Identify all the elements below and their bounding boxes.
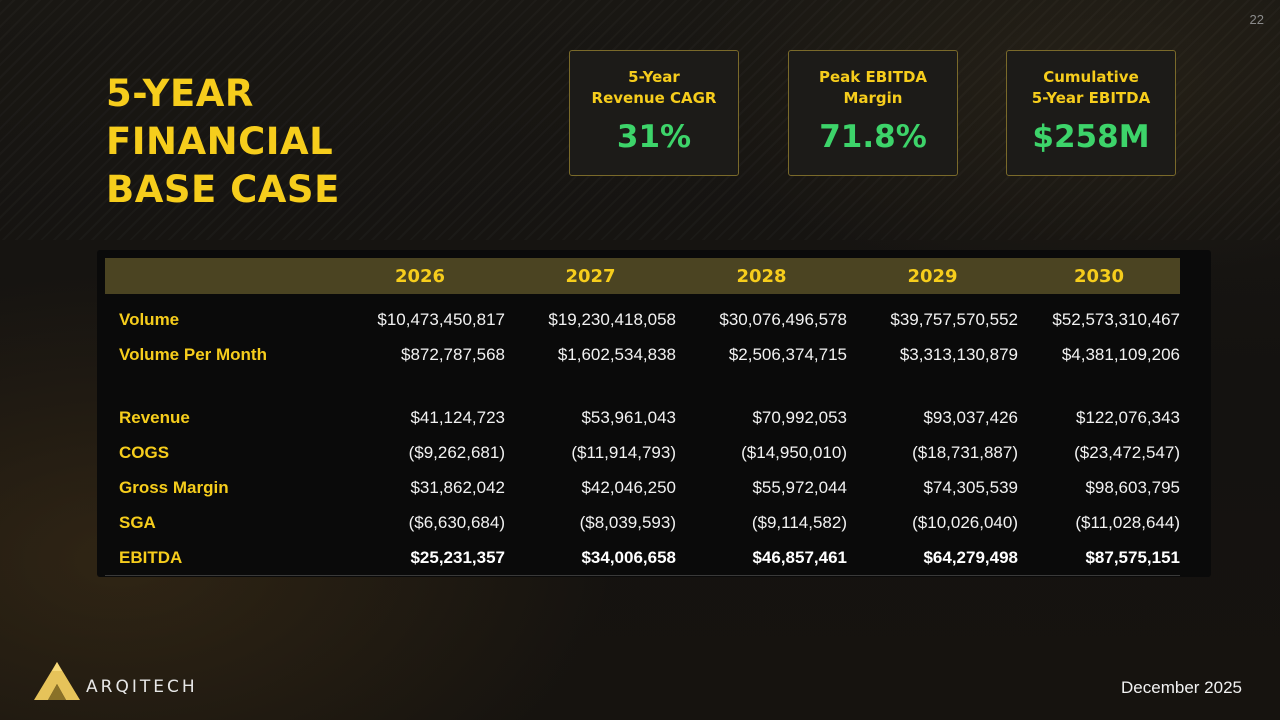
arqitech-triangle-logo-icon (34, 662, 80, 700)
row-label: Gross Margin (119, 477, 229, 497)
kpi-value: $258M (1032, 119, 1150, 155)
table-cell: ($11,914,793) (571, 442, 676, 462)
year-header: 2027 (565, 265, 616, 287)
kpi-label-line: 5-Year (628, 68, 680, 86)
table-cell: $46,857,461 (676, 540, 847, 576)
table-cell: $2,506,374,715 (728, 344, 847, 364)
kpi-label-line: Cumulative (1043, 68, 1139, 86)
table-spacer-row (105, 372, 1180, 400)
table-cell: $25,231,357 (335, 540, 505, 576)
title-line: BASE CASE (106, 168, 340, 211)
table-cell: $93,037,426 (923, 407, 1018, 427)
table-cell: $41,124,723 (410, 407, 505, 427)
table-cell: ($10,026,040) (912, 512, 1018, 532)
table-cell: $70,992,053 (752, 407, 847, 427)
table-cell: $64,279,498 (847, 540, 1018, 576)
year-header: 2030 (1073, 265, 1125, 287)
table-cell: $1,602,534,838 (557, 344, 676, 364)
table-row-gross-margin: Gross Margin $31,862,042 $42,046,250 $55… (105, 470, 1180, 505)
row-label: COGS (119, 442, 170, 462)
kpi-value: 31% (616, 119, 692, 155)
table-cell: $34,006,658 (505, 540, 676, 576)
kpi-label-line: Revenue CAGR (591, 89, 717, 107)
table-cell: $10,473,450,817 (377, 309, 505, 329)
table-cell: ($9,114,582) (751, 512, 847, 532)
table-cell: $98,603,795 (1085, 477, 1180, 497)
table-row-ebitda: EBITDA $25,231,357 $34,006,658 $46,857,4… (105, 540, 1180, 576)
year-header: 2029 (907, 265, 958, 287)
kpi-card-cumulative-ebitda: Cumulative 5-Year EBITDA $258M (1006, 50, 1176, 176)
table-cell: $30,076,496,578 (719, 309, 847, 329)
table-cell: ($23,472,547) (1074, 442, 1180, 462)
table-cell: $122,076,343 (1076, 407, 1180, 427)
title-line: FINANCIAL (106, 120, 334, 163)
page-number: 22 (1249, 12, 1264, 27)
table-cell: $42,046,250 (581, 477, 676, 497)
logo-text: ARQITECH (86, 677, 198, 697)
table-cell: $19,230,418,058 (548, 309, 676, 329)
row-label: Volume (119, 309, 180, 329)
row-label: EBITDA (105, 540, 335, 576)
table-row-revenue: Revenue $41,124,723 $53,961,043 $70,992,… (105, 400, 1180, 435)
row-label: Revenue (119, 407, 190, 427)
table-cell: $39,757,570,552 (890, 309, 1018, 329)
table-cell: ($9,262,681) (408, 442, 505, 462)
kpi-label: Cumulative 5-Year EBITDA (1007, 67, 1175, 109)
presentation-date: December 2025 (1121, 678, 1242, 697)
table-cell: $55,972,044 (752, 477, 847, 497)
title-line: 5-YEAR (106, 72, 254, 115)
kpi-label: 5-Year Revenue CAGR (570, 67, 738, 109)
kpi-value: 71.8% (819, 119, 927, 155)
row-label: SGA (119, 512, 156, 532)
kpi-label-line: Peak EBITDA (818, 68, 928, 86)
table-cell: $872,787,568 (401, 344, 505, 364)
table-header-row: 2026 2027 2028 2029 2030 (105, 258, 1180, 294)
slide-title: 5-YEAR FINANCIAL BASE CASE (106, 70, 526, 214)
table-row-sga: SGA ($6,630,684) ($8,039,593) ($9,114,58… (105, 505, 1180, 540)
table-cell: ($6,630,684) (408, 512, 505, 532)
table-cell: $53,961,043 (581, 407, 676, 427)
kpi-card-revenue-cagr: 5-Year Revenue CAGR 31% (569, 50, 739, 176)
kpi-label-line: 5-Year EBITDA (1031, 89, 1151, 107)
kpi-card-peak-ebitda-margin: Peak EBITDA Margin 71.8% (788, 50, 958, 176)
table-cell: ($14,950,010) (741, 442, 847, 462)
kpi-label-line: Margin (843, 89, 903, 107)
table-header-blank (105, 258, 335, 294)
financial-table: 2026 2027 2028 2029 2030 Volume $10,473,… (105, 258, 1180, 576)
table-cell: $4,381,109,206 (1061, 344, 1180, 364)
financial-table-frame: 2026 2027 2028 2029 2030 Volume $10,473,… (97, 250, 1211, 577)
row-label: Volume Per Month (119, 344, 267, 364)
kpi-label: Peak EBITDA Margin (789, 67, 957, 109)
table-cell: ($8,039,593) (579, 512, 676, 532)
company-logo: ARQITECH (32, 660, 198, 702)
table-cell: ($18,731,887) (912, 442, 1018, 462)
table-cell: $52,573,310,467 (1052, 309, 1180, 329)
table-cell: $74,305,539 (923, 477, 1018, 497)
table-cell: $87,575,151 (1018, 540, 1180, 576)
table-row-volume-per-month: Volume Per Month $872,787,568 $1,602,534… (105, 337, 1180, 372)
year-header: 2026 (394, 265, 446, 287)
table-cell: ($11,028,644) (1075, 512, 1180, 532)
year-header: 2028 (736, 265, 787, 287)
spacer-cell (105, 372, 1180, 400)
table-row-cogs: COGS ($9,262,681) ($11,914,793) ($14,950… (105, 435, 1180, 470)
table-row-volume: Volume $10,473,450,817 $19,230,418,058 $… (105, 294, 1180, 337)
table-cell: $31,862,042 (410, 477, 505, 497)
table-cell: $3,313,130,879 (899, 344, 1018, 364)
